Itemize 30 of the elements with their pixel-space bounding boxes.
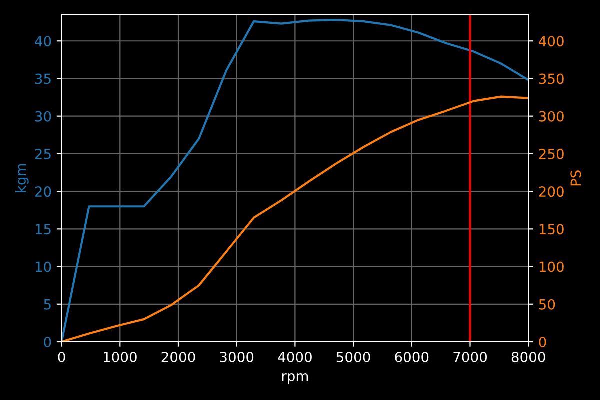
x-tick-label: 0 bbox=[58, 352, 66, 362]
y-tick-label: 0 bbox=[44, 336, 52, 348]
y-tick-label: 25 bbox=[35, 148, 51, 160]
y-tick-label: 20 bbox=[35, 186, 52, 198]
y2-tick-label: 350 bbox=[539, 74, 564, 84]
y2-tick-label: 200 bbox=[539, 186, 564, 198]
y-tick-label: 40 bbox=[35, 36, 52, 47]
y-axis-title: kgm bbox=[15, 164, 29, 192]
x-tick-label: 2000 bbox=[162, 352, 196, 362]
y2-tick-label: 300 bbox=[539, 111, 564, 122]
y-tick-label: 10 bbox=[36, 262, 52, 272]
y2-tick-label: 0 bbox=[539, 336, 546, 348]
x-tick-label: 8000 bbox=[512, 352, 546, 362]
y2-tick-label: 100 bbox=[540, 262, 564, 272]
y2-tick-label: 400 bbox=[539, 36, 564, 47]
x-tick-label: 7000 bbox=[454, 352, 487, 362]
y-tick-label: 15 bbox=[36, 224, 51, 235]
x-tick-label: 1000 bbox=[104, 352, 137, 362]
y-tick-label: 30 bbox=[35, 111, 52, 122]
x-tick-label: 5000 bbox=[336, 352, 370, 362]
y2-tick-label: 150 bbox=[540, 224, 564, 235]
y-tick-label: 5 bbox=[44, 300, 51, 310]
x-axis-title: rpm bbox=[282, 373, 308, 384]
x-tick-label: 4000 bbox=[278, 352, 312, 362]
x-tick-label: 3000 bbox=[220, 352, 254, 362]
y2-tick-label: 50 bbox=[539, 299, 556, 310]
y-tick-label: 35 bbox=[35, 74, 51, 84]
x-tick-label: 6000 bbox=[395, 352, 429, 362]
y2-axis-title: PS bbox=[570, 170, 582, 186]
y2-tick-label: 250 bbox=[539, 148, 564, 160]
